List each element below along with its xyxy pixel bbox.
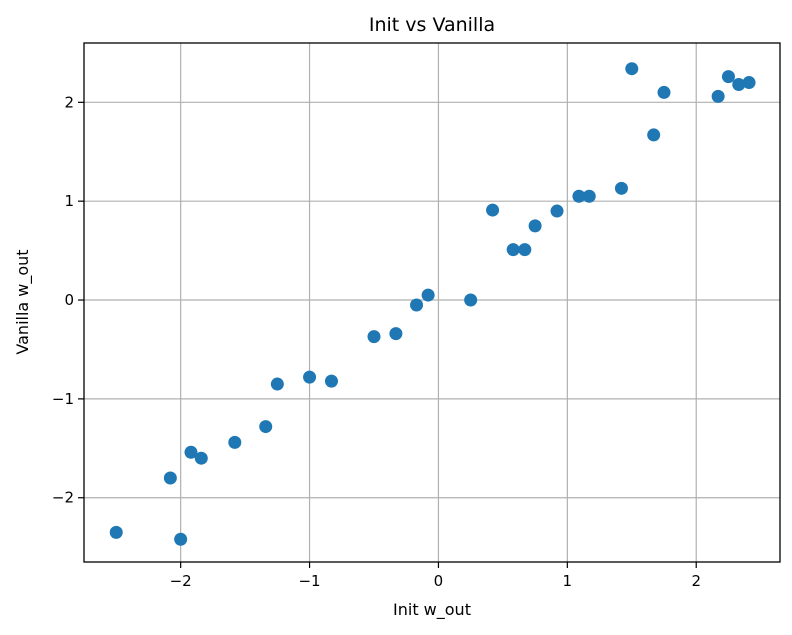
x-tick-label: −2 (170, 572, 192, 590)
data-point (389, 327, 403, 341)
data-point (625, 62, 639, 76)
data-point (721, 70, 735, 84)
data-point (163, 471, 177, 485)
data-point (324, 374, 338, 388)
x-tick-label: −1 (298, 572, 320, 590)
y-tick-label: −2 (52, 489, 74, 507)
ticks: −2 −1 0 1 2 −2 −1 0 1 2 (52, 93, 701, 590)
data-point (421, 288, 435, 302)
data-point (259, 420, 273, 434)
y-tick-label: 2 (64, 93, 74, 111)
x-tick-label: 1 (563, 572, 573, 590)
data-point (228, 435, 242, 449)
data-point (506, 243, 520, 257)
data-point (711, 89, 725, 103)
x-tick-label: 0 (434, 572, 444, 590)
data-point (367, 330, 381, 344)
x-axis-label: Init w_out (393, 600, 471, 620)
y-tick-label: −1 (52, 390, 74, 408)
data-point (582, 189, 596, 203)
y-tick-label: 0 (64, 291, 74, 309)
data-point (528, 219, 542, 233)
data-point (109, 525, 123, 539)
plot-frame (83, 42, 781, 563)
data-point (486, 203, 500, 217)
data-point (572, 189, 586, 203)
data-point (647, 128, 661, 142)
data-point (518, 243, 532, 257)
data-point (410, 298, 424, 312)
data-point (742, 76, 756, 90)
data-point (614, 181, 628, 195)
data-point (184, 445, 198, 459)
data-points (109, 62, 756, 546)
data-point (732, 78, 746, 92)
y-tick-label: 1 (64, 192, 74, 210)
data-point (657, 85, 671, 99)
grid (84, 43, 780, 562)
y-axis-label: Vanilla w_out (13, 249, 33, 354)
data-point (464, 293, 478, 307)
data-point (174, 532, 188, 546)
chart-title: Init vs Vanilla (369, 14, 495, 36)
data-point (270, 377, 284, 391)
data-point (303, 370, 317, 384)
data-point (194, 451, 208, 465)
data-point (550, 204, 564, 218)
x-tick-label: 2 (691, 572, 701, 590)
